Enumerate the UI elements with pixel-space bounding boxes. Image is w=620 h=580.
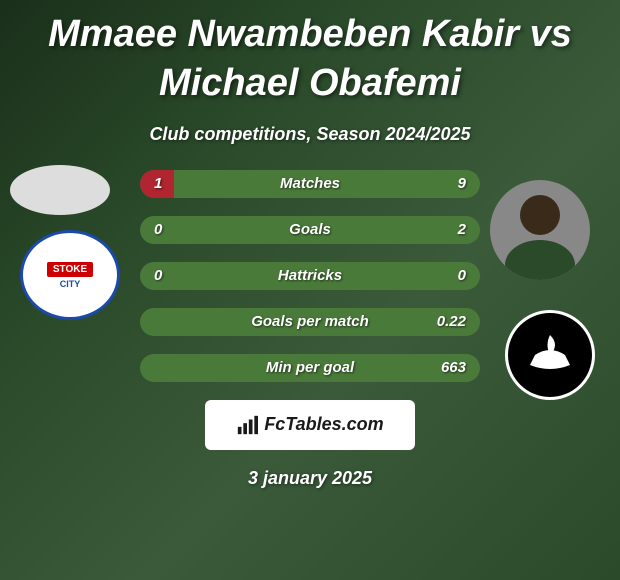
team-left-label-top: STOKE: [47, 262, 93, 277]
stat-value-left: 0: [154, 221, 162, 238]
team-left-logo: STOKE CITY: [20, 230, 120, 320]
brand-text: FcTables.com: [264, 414, 383, 435]
stat-row: 1 Matches 9: [140, 170, 480, 198]
stat-row: Goals per match 0.22: [140, 308, 480, 336]
stat-label: Min per goal: [266, 359, 354, 376]
stat-bar: Goals per match 0.22: [140, 308, 480, 336]
stat-value-right: 663: [441, 359, 466, 376]
stat-bar: 0 Goals 2: [140, 216, 480, 244]
stat-value-left: 0: [154, 267, 162, 284]
date-label: 3 january 2025: [0, 468, 620, 489]
player-left-avatar: [10, 165, 110, 215]
stat-row: 0 Hattricks 0: [140, 262, 480, 290]
chart-icon: [236, 414, 258, 436]
stat-bar: Min per goal 663: [140, 354, 480, 382]
stat-value-left: 1: [154, 175, 162, 192]
stat-value-right: 0.22: [437, 313, 466, 330]
stat-row: Min per goal 663: [140, 354, 480, 382]
stat-bar: 0 Hattricks 0: [140, 262, 480, 290]
stat-value-right: 0: [458, 267, 466, 284]
stat-bar: 1 Matches 9: [140, 170, 480, 198]
comparison-card: Mmaee Nwambeben Kabir vs Michael Obafemi…: [0, 0, 620, 580]
stat-label: Matches: [280, 175, 340, 192]
page-title: Mmaee Nwambeben Kabir vs Michael Obafemi: [0, 0, 620, 109]
subtitle: Club competitions, Season 2024/2025: [0, 124, 620, 145]
stat-label: Hattricks: [278, 267, 342, 284]
stat-label: Goals per match: [251, 313, 369, 330]
stat-label: Goals: [289, 221, 331, 238]
stat-row: 0 Goals 2: [140, 216, 480, 244]
player-right-avatar: [490, 180, 590, 280]
brand-badge: FcTables.com: [205, 400, 415, 450]
team-right-logo: [505, 310, 595, 400]
ship-icon: [520, 325, 580, 385]
team-left-label-bottom: CITY: [60, 279, 81, 289]
stat-value-right: 9: [458, 175, 466, 192]
stat-value-right: 2: [458, 221, 466, 238]
person-icon: [490, 180, 590, 280]
